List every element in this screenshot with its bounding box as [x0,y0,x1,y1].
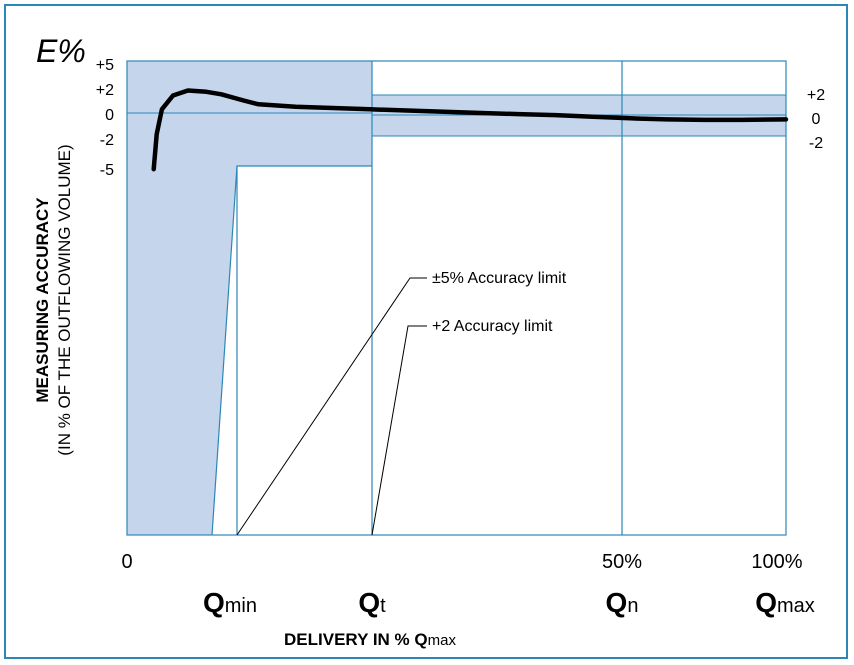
accuracy-curve [151,88,789,172]
y-symbol: E% [36,33,86,69]
y-tick-left: 0 [105,107,114,124]
leader-2-percent [371,325,427,536]
plot-border [126,60,787,536]
y-tick-right: 0 [812,111,821,128]
leader-5-percent [236,277,427,536]
x-axis-label: DELIVERY IN % Qmax [284,630,456,649]
x-tick: 50% [602,551,642,573]
tolerance-bands [127,61,786,535]
annotation-2-percent-limit: +2 Accuracy limit [432,318,553,335]
flow-label-qmin: Qmin [203,587,257,618]
x-tick: 0 [121,551,132,573]
flow-label-qmax: Qmax [755,587,815,618]
y-tick-right: -2 [809,135,823,152]
y-tick-left: +5 [96,57,114,74]
y-axis-label: MEASURING ACCURACY [33,197,52,403]
y-tick-left: -2 [100,132,114,149]
y-tick-left: -5 [100,162,114,179]
flow-label-qn: Qn [606,587,639,618]
qmin-slope-line [211,165,238,536]
accuracy-curve-line [151,88,789,172]
y-axis-label-sub: (IN % OF THE OUTFLOWING VOLUME) [55,144,74,455]
y-tick-left: +2 [96,82,114,99]
flow-label-qt: Qt [358,587,386,618]
tolerance-band-5-percent [127,61,372,535]
x-tick: 100% [751,551,802,573]
limit-leaders [236,277,427,536]
annotation-5-percent-limit: ±5% Accuracy limit [432,270,567,287]
y-tick-right: +2 [807,87,825,104]
minus5-limit-line [236,165,372,535]
